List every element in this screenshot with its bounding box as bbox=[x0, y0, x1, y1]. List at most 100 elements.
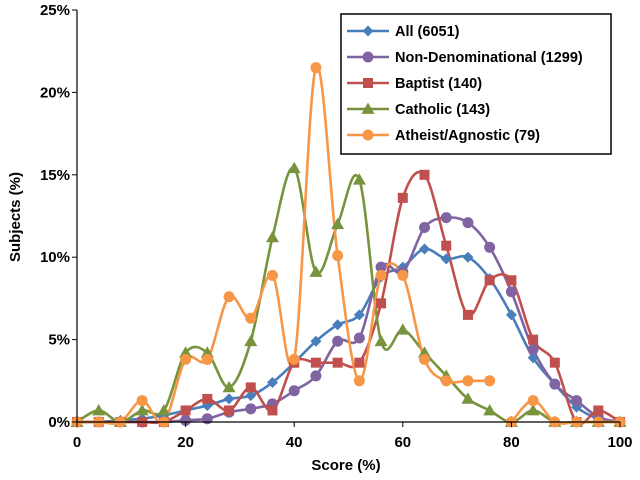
data-point-catholic-36 bbox=[265, 230, 279, 243]
data-point-baptist-48 bbox=[332, 357, 343, 368]
data-point-catholic-60 bbox=[396, 323, 410, 335]
y-tick-label: 20% bbox=[40, 84, 70, 101]
data-point-all-52 bbox=[353, 309, 365, 321]
data-point-non-denominational-32 bbox=[245, 403, 257, 415]
data-point-atheist-agnostic-32 bbox=[245, 312, 257, 324]
data-point-atheist-agnostic-20 bbox=[180, 353, 192, 365]
data-point-baptist-52 bbox=[354, 357, 365, 368]
data-point-all-36 bbox=[266, 376, 278, 388]
x-tick-label: 40 bbox=[286, 434, 303, 451]
data-point-non-denominational-64 bbox=[419, 222, 431, 234]
data-point-atheist-agnostic-44 bbox=[310, 62, 322, 74]
data-point-baptist-88 bbox=[549, 357, 560, 368]
data-point-all-68 bbox=[440, 253, 452, 265]
data-point-atheist-agnostic-72 bbox=[462, 375, 474, 387]
data-point-atheist-agnostic-52 bbox=[353, 375, 365, 387]
data-point-catholic-44 bbox=[309, 265, 323, 277]
legend-label-non-denominational: Non-Denominational (1299) bbox=[395, 50, 583, 66]
data-point-series-5-84 bbox=[527, 395, 539, 407]
data-point-catholic-48 bbox=[331, 217, 345, 230]
data-point-catholic-24 bbox=[200, 346, 214, 358]
data-point-baptist-32 bbox=[245, 382, 256, 393]
data-point-catholic-40 bbox=[287, 161, 301, 174]
data-point-all-28 bbox=[223, 393, 235, 405]
y-tick-label: 5% bbox=[48, 332, 70, 349]
data-point-non-denominational-44 bbox=[310, 370, 322, 382]
data-point-baptist-68 bbox=[441, 240, 452, 251]
data-point-baptist-60 bbox=[397, 192, 408, 203]
data-point-non-denominational-20 bbox=[180, 414, 192, 426]
data-point-catholic-32 bbox=[244, 334, 258, 347]
legend-marker-baptist bbox=[363, 78, 373, 88]
legend-label-all: All (6051) bbox=[395, 24, 460, 40]
data-point-catholic-20 bbox=[179, 346, 193, 358]
legend-label-atheist-agnostic: Atheist/Agnostic (79) bbox=[395, 128, 540, 144]
x-tick-label: 80 bbox=[503, 434, 520, 451]
data-point-all-32 bbox=[245, 390, 257, 402]
data-point-catholic-84 bbox=[526, 403, 540, 416]
data-point-non-denominational-48 bbox=[332, 335, 344, 347]
data-point-atheist-agnostic-12 bbox=[136, 395, 148, 407]
data-point-baptist-80 bbox=[506, 275, 517, 286]
data-point-baptist-36 bbox=[267, 405, 278, 416]
data-point-baptist-24 bbox=[202, 393, 213, 404]
data-point-all-44 bbox=[310, 335, 322, 347]
data-point-non-denominational-84 bbox=[527, 343, 539, 355]
data-point-catholic-4 bbox=[92, 403, 106, 416]
data-point-non-denominational-52 bbox=[353, 332, 365, 344]
data-point-atheist-agnostic-48 bbox=[332, 250, 344, 262]
data-point-non-denominational-40 bbox=[288, 385, 300, 397]
legend: All (6051) Non-Denominational (1299) Bapti… bbox=[340, 13, 612, 155]
data-point-catholic-76 bbox=[483, 403, 497, 416]
data-point-baptist-72 bbox=[462, 309, 473, 320]
data-point-baptist-84 bbox=[528, 334, 539, 345]
data-point-atheist-agnostic-24 bbox=[201, 353, 213, 365]
data-point-baptist-64 bbox=[419, 169, 430, 180]
data-point-non-denominational-56 bbox=[375, 261, 387, 273]
data-point-non-denominational-80 bbox=[505, 286, 517, 298]
data-point-baptist-56 bbox=[376, 298, 387, 309]
data-point-atheist-agnostic-40 bbox=[288, 353, 300, 365]
y-tick-label: 15% bbox=[40, 167, 70, 184]
data-point-non-denominational-88 bbox=[549, 378, 561, 390]
data-point-catholic-16 bbox=[157, 403, 171, 416]
x-tick-label: 100 bbox=[607, 434, 632, 451]
x-axis-title: Score (%) bbox=[311, 457, 380, 474]
data-point-atheist-agnostic-56 bbox=[375, 269, 387, 281]
series-line-non-denominational bbox=[76, 216, 621, 424]
data-point-non-denominational-68 bbox=[440, 212, 452, 224]
tick-labels: 0% 5% 10% 15% 20% 25% 0 20 40 60 80 100 bbox=[40, 2, 633, 451]
legend-marker-atheist-agnostic bbox=[362, 129, 374, 141]
legend-marker-catholic bbox=[361, 102, 375, 114]
data-point-baptist-76 bbox=[484, 275, 495, 286]
data-point-catholic-56 bbox=[374, 334, 388, 347]
x-tick-label: 20 bbox=[177, 434, 194, 451]
data-point-catholic-72 bbox=[461, 392, 475, 404]
data-point-atheist-agnostic-60 bbox=[397, 269, 409, 281]
data-point-non-denominational-76 bbox=[484, 241, 496, 253]
data-point-atheist-agnostic-68 bbox=[440, 375, 452, 387]
data-point-all-64 bbox=[419, 243, 431, 255]
data-point-atheist-agnostic-64 bbox=[419, 353, 431, 365]
legend-marker-non-denominational bbox=[362, 51, 374, 63]
data-point-all-80 bbox=[505, 309, 517, 321]
data-point-all-48 bbox=[332, 319, 344, 331]
y-tick-label: 10% bbox=[40, 249, 70, 266]
axes bbox=[72, 9, 621, 427]
x-tick-label: 0 bbox=[73, 434, 81, 451]
y-axis-title: Subjects (%) bbox=[7, 172, 24, 262]
data-point-baptist-44 bbox=[310, 357, 321, 368]
data-point-baptist-20 bbox=[180, 405, 191, 416]
data-point-all-84 bbox=[527, 352, 539, 364]
data-point-baptist-96 bbox=[593, 405, 604, 416]
data-point-non-denominational-72 bbox=[462, 217, 474, 229]
data-point-non-denominational-92 bbox=[571, 395, 583, 407]
data-point-baptist-28 bbox=[224, 405, 235, 416]
data-point-catholic-12 bbox=[135, 403, 149, 416]
data-point-atheist-agnostic-28 bbox=[223, 291, 235, 303]
data-point-all-72 bbox=[462, 251, 474, 263]
legend-marker-all bbox=[362, 25, 374, 37]
data-point-atheist-agnostic-76 bbox=[484, 375, 496, 387]
y-tick-label: 0% bbox=[48, 414, 70, 431]
